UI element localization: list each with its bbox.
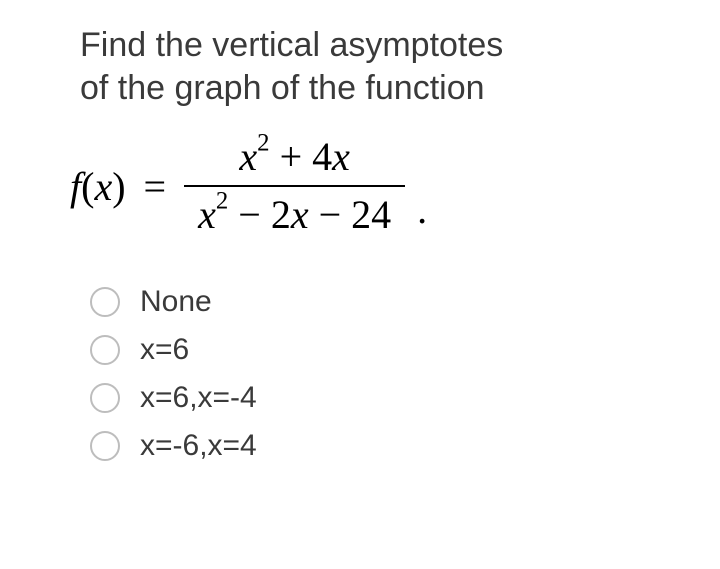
option-label: x=-6,x=4 (140, 429, 257, 463)
option-item[interactable]: x=6,x=-4 (90, 381, 660, 415)
radio-icon (90, 335, 120, 365)
den-sup: 2 (216, 188, 228, 215)
equation-numerator: x2 + 4x (225, 129, 364, 185)
equation: f(x) = x2 + 4x x2 − 2x − 24 . (70, 129, 660, 243)
num-x2: x (332, 134, 350, 179)
equation-period: . (417, 186, 427, 243)
equation-open-paren: ( (81, 164, 94, 209)
option-label: x=6 (140, 333, 189, 367)
den-x2: x (291, 192, 309, 237)
option-label: x=6,x=-4 (140, 381, 257, 415)
option-item[interactable]: x=6 (90, 333, 660, 367)
option-label: None (140, 285, 212, 319)
equation-fraction: x2 + 4x x2 − 2x − 24 (184, 129, 405, 243)
radio-icon (90, 287, 120, 317)
question-line-1: Find the vertical asymptotes (80, 26, 503, 64)
equation-denominator: x2 − 2x − 24 (184, 187, 405, 243)
options-list: None x=6 x=6,x=-4 x=-6,x=4 (90, 285, 660, 463)
option-item[interactable]: None (90, 285, 660, 319)
equation-var: x (94, 164, 112, 209)
equation-equals: = (144, 164, 167, 209)
equation-close-paren: ) (112, 164, 125, 209)
den-rest2: − 24 (309, 192, 392, 237)
question-prompt: Find the vertical asymptotes of the grap… (80, 24, 660, 109)
option-item[interactable]: x=-6,x=4 (90, 429, 660, 463)
den-x1: x (198, 192, 216, 237)
num-sup: 2 (257, 130, 269, 157)
num-plus: + 4 (270, 134, 333, 179)
radio-icon (90, 431, 120, 461)
equation-f: f (70, 164, 81, 209)
den-rest1: − 2 (228, 192, 291, 237)
question-line-2: of the graph of the function (80, 69, 485, 107)
num-x1: x (239, 134, 257, 179)
equation-lhs: f(x) = (70, 163, 174, 210)
radio-icon (90, 383, 120, 413)
